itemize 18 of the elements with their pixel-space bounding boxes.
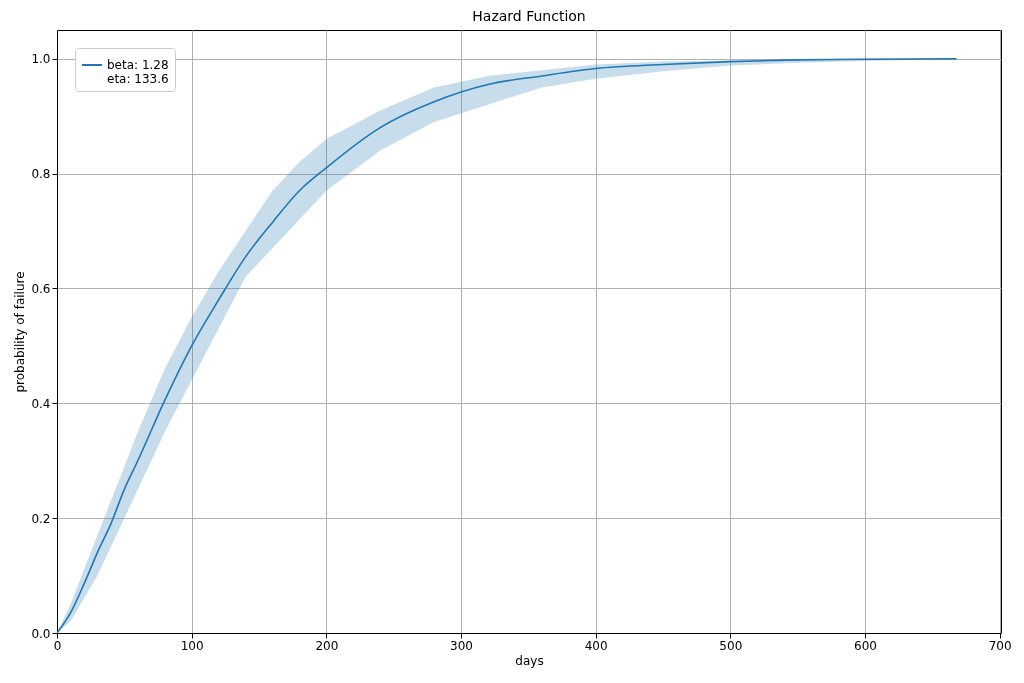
x-tick-label: 300 [450,638,473,653]
x-tick-label: 100 [180,638,204,653]
y-tick-label: 0.0 [31,626,51,641]
y-tick-label: 0.2 [31,511,51,526]
legend-label: beta: 1.28 eta: 133.6 [107,58,169,86]
x-tick-label: 0 [53,638,62,653]
x-tick-label: 600 [854,638,877,653]
y-tick-label: 1.0 [31,52,51,67]
y-axis-title: probability of failure [13,271,28,393]
x-tick-label: 700 [988,638,1012,653]
x-tick-label: 500 [719,638,743,653]
chart-title: Hazard Function [472,8,586,24]
y-tick-label: 0.8 [31,167,51,182]
y-tick-label: 0.4 [31,396,51,411]
x-tick-label: 200 [315,638,339,653]
x-axis-title: days [515,653,544,668]
y-tick-label: 0.6 [31,281,51,296]
x-tick-label: 400 [584,638,608,653]
